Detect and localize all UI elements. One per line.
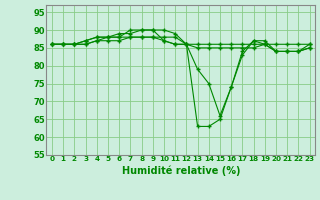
X-axis label: Humidité relative (%): Humidité relative (%) [122, 165, 240, 176]
